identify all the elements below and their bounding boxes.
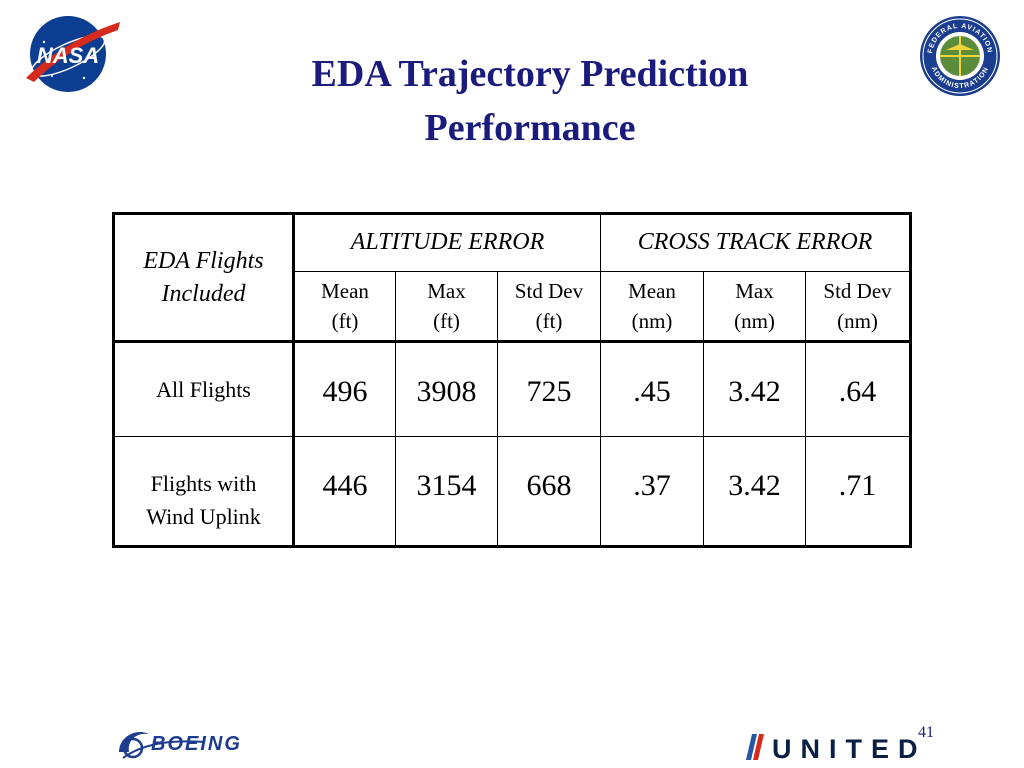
page-number: 41	[918, 724, 934, 741]
row-header: Flights with Wind Uplink	[113, 435, 295, 548]
united-tulip-icon	[746, 734, 764, 760]
slide-title: EDA Trajectory Prediction Performance	[180, 47, 880, 155]
table-column-header-row: Mean (ft) Max (ft) Std Dev (ft) Mean (nm) Ma…	[113, 271, 912, 344]
column-header: Std Dev (ft)	[497, 271, 601, 344]
table-cell: 668	[497, 435, 601, 548]
boeing-logo: BOEING	[119, 732, 242, 759]
boeing-logo-text: BOEING	[151, 733, 242, 755]
united-logo-text: UNITED	[772, 734, 920, 764]
column-header: Mean (ft)	[293, 271, 396, 344]
table-cell: 496	[293, 341, 396, 437]
table-cell: .64	[804, 341, 912, 437]
table-row: All Flights 496 3908 725 .45 3.42 .64	[113, 341, 912, 437]
altitude-error-header: ALTITUDE ERROR	[293, 212, 601, 273]
corner-header-line-2: Included	[161, 280, 246, 307]
nasa-logo: NASA	[26, 16, 120, 92]
table-cell: 3908	[395, 341, 498, 437]
column-header: Max (ft)	[395, 271, 498, 344]
table-cell: .37	[600, 435, 704, 548]
column-header: Mean (nm)	[600, 271, 704, 344]
table-cell: .45	[600, 341, 704, 437]
table-cell: 3.42	[703, 341, 806, 437]
faa-seal-logo: FEDERAL AVIATION ADMINISTRATION	[920, 16, 1000, 96]
table-cell: 3.42	[703, 435, 806, 548]
united-logo: UNITED	[746, 734, 920, 764]
table-cell: 446	[293, 435, 396, 548]
corner-header-line-1: EDA Flights	[143, 247, 264, 274]
performance-table: EDA Flights Included ALTITUDE ERROR CROS…	[112, 212, 913, 548]
column-header: Std Dev (nm)	[804, 271, 912, 344]
boeing-swoosh-icon	[119, 732, 206, 759]
column-header: Max (nm)	[703, 271, 806, 344]
table-cell: .71	[804, 435, 912, 548]
table-row: Flights with Wind Uplink 446 3154 668 .37…	[113, 435, 912, 548]
slide-title-line-2: Performance	[424, 107, 636, 149]
table-cell: 725	[497, 341, 601, 437]
corner-header: EDA Flights Included	[113, 212, 295, 344]
cross-track-error-header: CROSS TRACK ERROR	[599, 212, 912, 273]
table-group-header-row: EDA Flights Included ALTITUDE ERROR CROS…	[113, 212, 912, 344]
nasa-logo-text: NASA	[37, 43, 99, 68]
row-header: All Flights	[113, 341, 295, 437]
table-cell: 3154	[395, 435, 498, 548]
slide-title-line-1: EDA Trajectory Prediction	[311, 53, 749, 95]
